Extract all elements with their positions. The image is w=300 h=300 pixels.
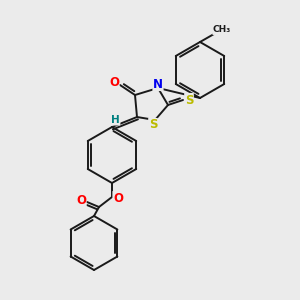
Text: H: H: [111, 115, 120, 125]
Text: O: O: [76, 194, 86, 206]
Text: S: S: [185, 94, 193, 106]
Text: CH₃: CH₃: [213, 26, 231, 34]
Text: S: S: [149, 118, 157, 131]
Text: N: N: [153, 77, 163, 91]
Text: O: O: [113, 191, 123, 205]
Text: O: O: [109, 76, 119, 89]
